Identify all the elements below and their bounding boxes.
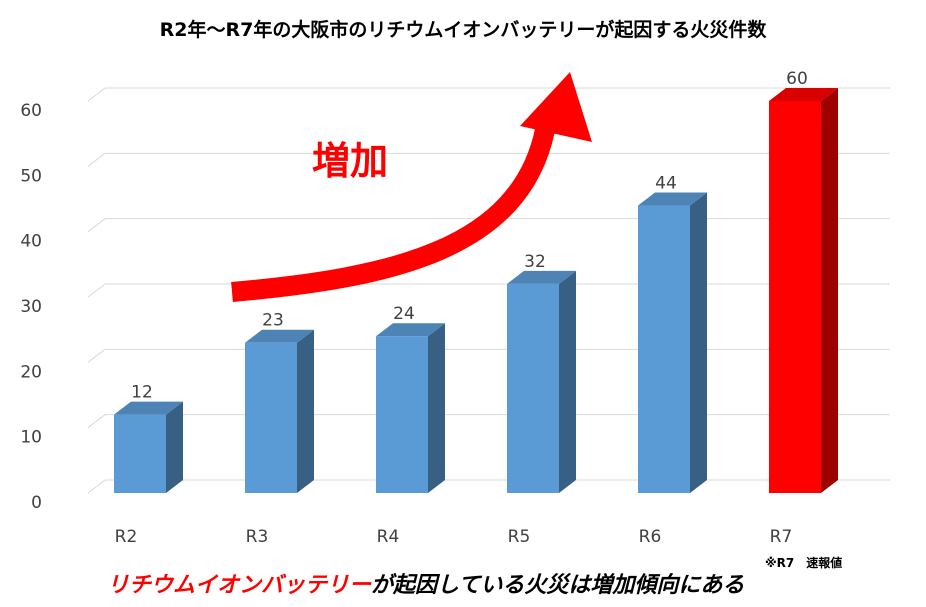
grid-line [87,283,106,298]
bar-side [166,401,183,493]
bar [114,414,166,493]
y-tick-label: 40 [20,232,42,252]
y-tick-label: 50 [20,166,42,186]
arrow-body [231,127,555,302]
annotation: 増加 [312,139,388,183]
bar-top [376,323,445,337]
grid-line [87,218,106,233]
bar-top [638,192,707,206]
bar-top [245,329,314,343]
caption: リチウムイオンバッテリーが起因している火災は増加傾向にある [107,572,744,598]
bar [245,342,297,493]
bar-top [114,401,183,415]
chart-title: R2年〜R7年の大阪市のリチウムイオンバッテリーが起因する火災件数 [160,18,768,41]
value-label: 44 [655,174,677,194]
y-tick-label: 0 [31,493,42,513]
bar-side [428,323,445,493]
value-label: 23 [262,311,284,331]
bar-side [297,329,314,493]
x-tick-label: R5 [508,527,531,547]
y-tick-label: 60 [20,101,42,121]
grid-line [87,414,106,429]
value-label: 24 [393,304,415,324]
bar [638,205,690,494]
arrow-head [520,72,592,142]
x-tick-label: R4 [377,527,400,547]
bars: 12 R2 23 R3 24 R4 32 R5 44 R6 60 R7 [114,69,838,547]
x-tick-label: R2 [115,527,138,547]
value-label: 60 [786,69,808,89]
grid-line [87,348,106,363]
y-tick-label: 10 [20,428,42,448]
x-tick-label: R7 [770,527,793,547]
x-tick-label: R3 [246,527,269,547]
caption-text: が起因している火災は増加傾向にある [371,572,744,598]
bar [376,336,428,493]
bar-side [690,192,707,494]
value-label: 12 [131,383,153,403]
footnote: ※R7 速報値 [765,555,842,570]
bar [507,283,559,493]
bar-top [507,270,576,284]
value-label: 32 [524,252,546,272]
x-tick-label: R6 [639,527,662,547]
bar-side [821,88,838,493]
bar [769,101,821,493]
y-tick-label: 30 [20,297,42,317]
caption-highlight: リチウムイオンバッテリー [107,573,372,598]
grid-line [87,87,106,102]
y-tick-label: 20 [20,362,42,382]
grid-line [87,479,106,494]
trend-arrow [231,72,592,302]
grid-line [87,152,106,167]
bar-top [769,88,838,101]
bar-side [559,270,576,493]
